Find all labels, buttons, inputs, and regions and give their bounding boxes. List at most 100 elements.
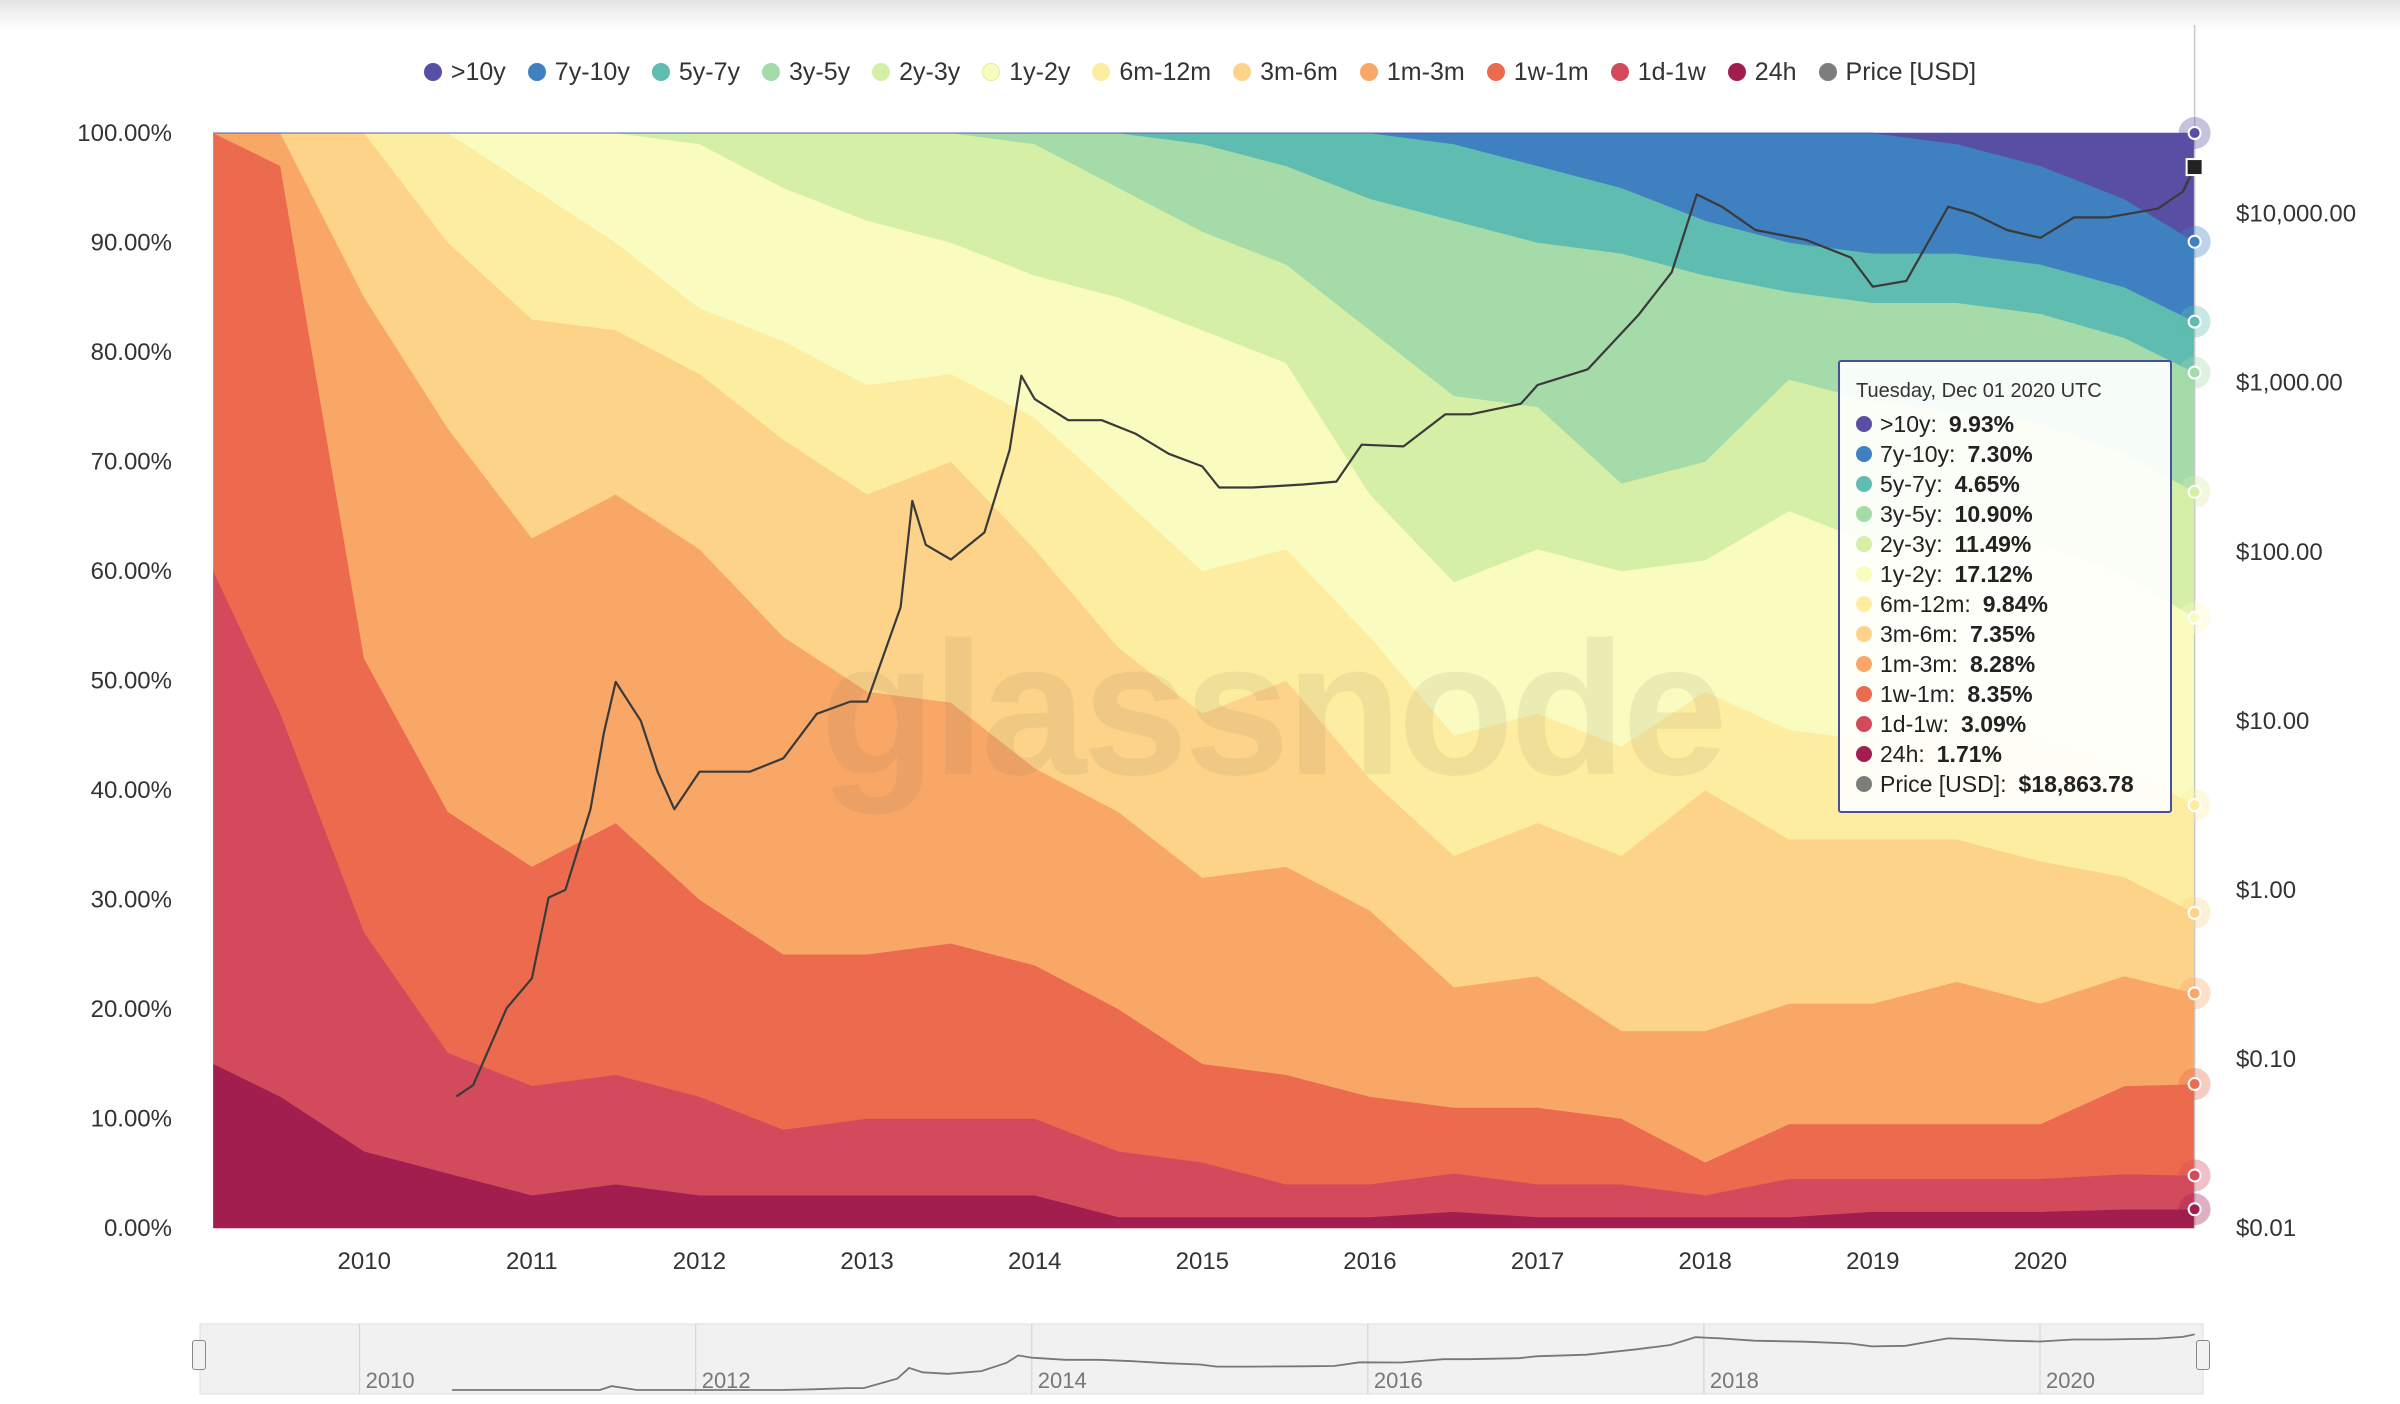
- legend-item[interactable]: 1d-1w: [1610, 57, 1706, 87]
- x-tick-label: 2010: [338, 1248, 391, 1275]
- tooltip-rows: >10y: 9.93% 7y-10y: 7.30% 5y-7y: 4.65% 3y-5y: 1…: [1856, 409, 2154, 799]
- tooltip-label: Price [USD]:: [1880, 770, 2007, 797]
- y-right-tick-label: $10.00: [2236, 708, 2309, 735]
- y-left-tick-label: 40.00%: [91, 777, 172, 804]
- tooltip-dot: [1856, 476, 1872, 492]
- legend-label: 1m-3m: [1386, 57, 1465, 86]
- tooltip-label: 1y-2y:: [1880, 560, 1943, 587]
- tooltip-dot: [1856, 416, 1872, 432]
- tooltip-label: 3m-6m:: [1880, 620, 1958, 647]
- legend-item[interactable]: 6m-12m: [1092, 58, 1211, 87]
- tooltip-dot: [1856, 506, 1872, 522]
- legend-item[interactable]: 2y-3y: [872, 58, 960, 87]
- tooltip-label: 2y-3y:: [1880, 530, 1943, 557]
- hover-marker: [2187, 484, 2202, 499]
- tooltip-dot: [1856, 686, 1872, 702]
- tooltip-dot: [1856, 566, 1872, 582]
- legend-dot: [1092, 63, 1111, 81]
- tooltip-dot: [1856, 716, 1872, 732]
- hover-marker: [2187, 365, 2202, 380]
- legend-item[interactable]: 3y-5y: [761, 58, 850, 87]
- x-tick-label: 2015: [1176, 1248, 1229, 1275]
- tooltip-value: 7.35%: [1969, 620, 2036, 647]
- y-right-tick-label: $1,000.00: [2236, 370, 2343, 397]
- legend-label: 24h: [1754, 57, 1797, 86]
- x-tick-label: 2017: [1511, 1248, 1564, 1275]
- y-left-tick-label: 70.00%: [91, 449, 172, 476]
- hover-marker: [2187, 1202, 2202, 1217]
- navigator-tick-label: 2016: [1374, 1368, 1423, 1393]
- tooltip-label: 7y-10y:: [1880, 440, 1956, 467]
- legend-dot: [1233, 63, 1252, 81]
- navigator-tick-label: 2014: [1038, 1368, 1087, 1393]
- x-tick-label: 2013: [840, 1248, 893, 1275]
- tooltip-value: 8.35%: [1967, 680, 2033, 707]
- legend-label: 7y-10y: [554, 57, 630, 86]
- tooltip-value: 9.84%: [1982, 590, 2048, 617]
- tooltip-value: 1.71%: [1936, 740, 2002, 767]
- price-marker: [2185, 158, 2204, 177]
- tooltip-value: 11.49%: [1954, 530, 2032, 557]
- legend-item[interactable]: 5y-7y: [651, 57, 740, 87]
- y-left-tick-label: 100.00%: [77, 120, 172, 147]
- tooltip-dot: [1856, 536, 1872, 552]
- legend-item[interactable]: 1w-1m: [1486, 58, 1589, 87]
- tooltip-value: 7.30%: [1967, 440, 2033, 467]
- navigator-frame: [199, 1323, 2204, 1395]
- legend-item[interactable]: >10y: [423, 58, 506, 87]
- legend-item[interactable]: 3m-6m: [1233, 58, 1338, 87]
- tooltip-row: 3m-6m: 7.35%: [1856, 619, 2154, 649]
- legend-label: 3m-6m: [1260, 57, 1338, 86]
- hover-marker: [2187, 126, 2202, 140]
- x-tick-label: 2014: [1008, 1248, 1061, 1275]
- x-tick-label: 2019: [1846, 1248, 1899, 1275]
- navigator-tick-label: 2018: [1710, 1368, 1759, 1393]
- tooltip-row: >10y: 9.93%: [1856, 409, 2154, 439]
- legend-item[interactable]: Price [USD]: [1818, 58, 1976, 87]
- legend-dot: [1486, 63, 1505, 81]
- navigator-left-handle[interactable]: [192, 1340, 206, 1370]
- price-line: [455, 166, 2196, 1098]
- tooltip-row: 1w-1m: 8.35%: [1856, 679, 2154, 709]
- y-right-tick-label: $1.00: [2236, 877, 2296, 904]
- legend-dot: [527, 63, 546, 81]
- y-right-tick-label: $0.01: [2236, 1215, 2296, 1242]
- navigator-tick-label: 2012: [702, 1368, 751, 1393]
- legend-item[interactable]: 7y-10y: [527, 57, 630, 87]
- legend-label: 1y-2y: [1009, 57, 1071, 86]
- hover-marker: [2187, 1077, 2202, 1092]
- tooltip-row: 5y-7y: 4.65%: [1856, 469, 2154, 499]
- tooltip-label: 1d-1w:: [1880, 710, 1950, 737]
- tooltip-row: 1y-2y: 17.12%: [1856, 559, 2154, 589]
- hover-marker: [2187, 1168, 2202, 1183]
- y-left-tick-label: 60.00%: [91, 558, 172, 585]
- tooltip-row: 2y-3y: 11.49%: [1856, 529, 2154, 559]
- legend-label: 5y-7y: [678, 57, 740, 86]
- tooltip-row: 3y-5y: 10.90%: [1856, 499, 2154, 529]
- tooltip-row: 24h: 1.71%: [1856, 739, 2154, 769]
- legend-item[interactable]: 1y-2y: [982, 58, 1070, 87]
- legend-label: 2y-3y: [899, 57, 961, 86]
- tooltip-dot: [1856, 626, 1872, 642]
- legend-dot: [1818, 63, 1837, 81]
- x-tick-label: 2018: [1678, 1248, 1731, 1275]
- y-left-tick-label: 30.00%: [91, 887, 172, 914]
- hover-marker: [2187, 234, 2202, 249]
- legend-label: 6m-12m: [1119, 57, 1212, 86]
- legend-item[interactable]: 1m-3m: [1359, 57, 1465, 87]
- legend-label: 1d-1w: [1637, 57, 1706, 86]
- tooltip-dot: [1856, 446, 1872, 462]
- tooltip-date: Tuesday, Dec 01 2020 UTC: [1856, 380, 2102, 402]
- legend-item[interactable]: 24h: [1727, 57, 1797, 87]
- tooltip-label: 1w-1m:: [1880, 680, 1956, 707]
- x-tick-label: 2020: [2014, 1248, 2067, 1275]
- tooltip-label: 6m-12m:: [1880, 590, 1971, 617]
- navigator-right-handle[interactable]: [2196, 1340, 2210, 1370]
- y-left-tick-label: 0.00%: [104, 1215, 172, 1242]
- x-tick-label: 2012: [673, 1248, 726, 1275]
- hover-marker: [2187, 905, 2202, 920]
- tooltip-row: 7y-10y: 7.30%: [1856, 439, 2154, 469]
- legend-dot: [651, 63, 670, 81]
- navigator-tick-label: 2020: [2046, 1368, 2095, 1393]
